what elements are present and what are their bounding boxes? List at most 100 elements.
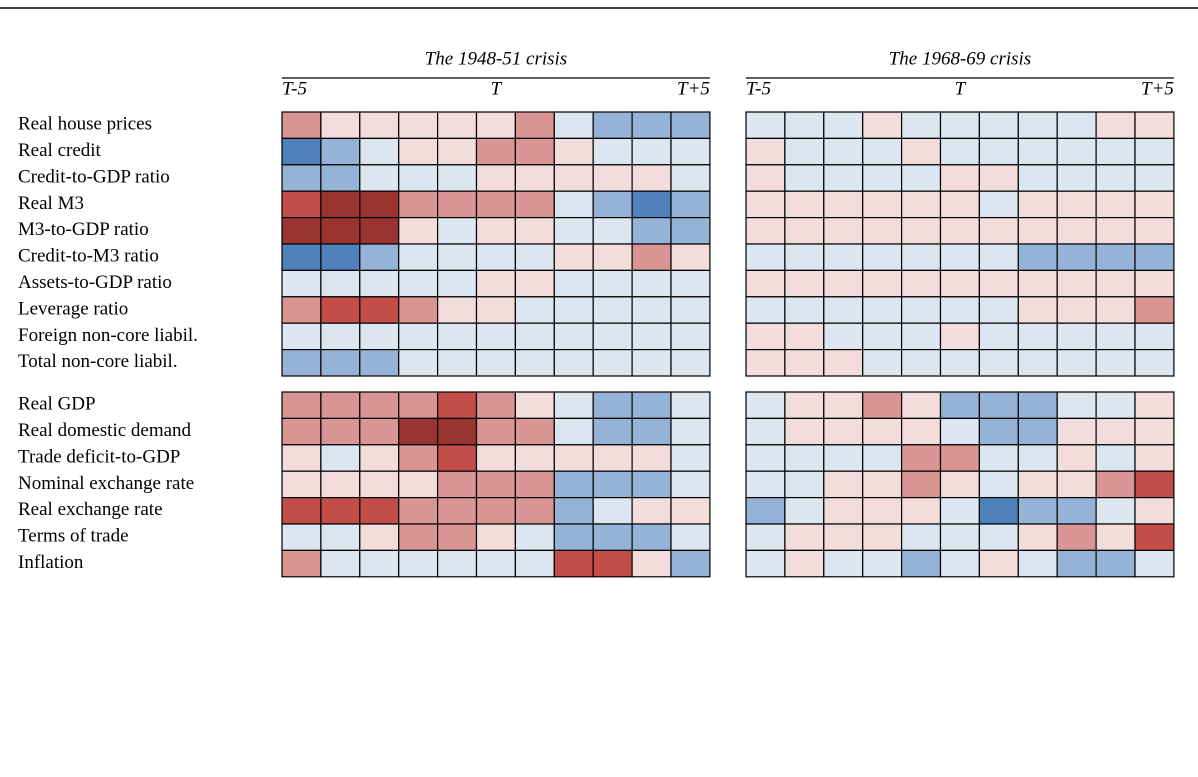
heatmap-cell bbox=[359, 444, 400, 472]
heatmap-cell bbox=[670, 243, 711, 271]
heatmap-cell bbox=[1017, 349, 1058, 377]
heatmap-cell bbox=[823, 391, 864, 419]
heatmap-cell bbox=[398, 190, 439, 219]
heatmap-cell bbox=[359, 417, 400, 446]
heatmap-cell bbox=[631, 243, 672, 271]
heatmap-cell bbox=[784, 164, 825, 192]
heatmap-cell bbox=[823, 322, 864, 351]
heatmap-cell bbox=[862, 349, 903, 377]
heatmap-cell bbox=[745, 391, 786, 419]
heatmap-cell bbox=[1095, 523, 1136, 551]
heatmap-cell bbox=[784, 391, 825, 419]
heatmap-cell bbox=[784, 417, 825, 446]
heatmap-cell bbox=[939, 269, 981, 298]
heatmap-cell bbox=[784, 217, 825, 245]
heatmap-cell bbox=[900, 549, 942, 578]
heatmap-cell bbox=[553, 217, 594, 245]
heatmap-cell bbox=[1095, 111, 1136, 139]
heatmap-cell bbox=[475, 349, 517, 377]
heatmap-cell bbox=[281, 322, 322, 351]
heatmap-cell bbox=[592, 137, 633, 166]
heatmap-cell bbox=[1056, 322, 1097, 351]
heatmap-cell bbox=[281, 444, 322, 472]
heatmap-cell bbox=[631, 349, 672, 377]
heatmap-cell bbox=[281, 470, 322, 499]
heatmap-cell bbox=[1017, 111, 1058, 139]
heatmap-cell bbox=[939, 444, 981, 472]
heatmap-cell bbox=[900, 164, 942, 192]
heatmap-cell bbox=[437, 444, 478, 472]
heatmap-cell bbox=[900, 269, 942, 298]
heatmap-cell bbox=[939, 549, 981, 578]
row-label: Nominal exchange rate bbox=[18, 473, 194, 494]
heatmap-cell bbox=[592, 164, 633, 192]
heatmap-cell bbox=[398, 217, 439, 245]
panel-title: The 1948-51 crisis bbox=[425, 48, 568, 69]
column-label: T+5 bbox=[1141, 78, 1174, 99]
heatmap-cell bbox=[670, 391, 711, 419]
heatmap-cell bbox=[437, 269, 478, 298]
heatmap-cell bbox=[978, 349, 1019, 377]
heatmap-cell bbox=[1134, 470, 1175, 499]
heatmap-cell bbox=[862, 164, 903, 192]
heatmap-cell bbox=[398, 296, 439, 324]
heatmap-cell bbox=[784, 111, 825, 139]
row-label: Real exchange rate bbox=[18, 499, 163, 520]
heatmap-cell bbox=[823, 217, 864, 245]
heatmap-cell bbox=[475, 497, 517, 525]
heatmap-cell bbox=[592, 349, 633, 377]
heatmap-cell bbox=[900, 243, 942, 271]
heatmap-cell bbox=[320, 322, 361, 351]
column-label: T-5 bbox=[746, 78, 771, 99]
heatmap-cell bbox=[1095, 269, 1136, 298]
heatmap-cell bbox=[900, 322, 942, 351]
heatmap-cell bbox=[437, 190, 478, 219]
heatmap-cell bbox=[670, 497, 711, 525]
heatmap-cell bbox=[745, 444, 786, 472]
heatmap-cell bbox=[1056, 243, 1097, 271]
heatmap-cell bbox=[939, 470, 981, 499]
heatmap-cell bbox=[631, 497, 672, 525]
heatmap-cell bbox=[1095, 322, 1136, 351]
heatmap-cell bbox=[978, 269, 1019, 298]
heatmap-cell bbox=[784, 523, 825, 551]
heatmap-cell bbox=[553, 497, 594, 525]
heatmap-cell bbox=[1134, 391, 1175, 419]
heatmap-cell bbox=[553, 190, 594, 219]
heatmap-cell bbox=[475, 391, 517, 419]
heatmap-cell bbox=[1134, 417, 1175, 446]
heatmap-cell bbox=[437, 243, 478, 271]
heatmap-cell bbox=[670, 296, 711, 324]
heatmap-cell bbox=[398, 444, 439, 472]
heatmap-cell bbox=[745, 243, 786, 271]
heatmap-cell bbox=[320, 444, 361, 472]
heatmap-cell bbox=[553, 523, 594, 551]
heatmap-cell bbox=[553, 164, 594, 192]
heatmap-cell bbox=[745, 164, 786, 192]
heatmap-cell bbox=[1017, 444, 1058, 472]
row-label: Leverage ratio bbox=[18, 298, 128, 319]
heatmap-cell bbox=[631, 444, 672, 472]
heatmap-cell bbox=[320, 349, 361, 377]
heatmap-cell bbox=[1017, 322, 1058, 351]
heatmap-cell bbox=[978, 470, 1019, 499]
heatmap-cell bbox=[1095, 417, 1136, 446]
heatmap-cell bbox=[359, 391, 400, 419]
heatmap-cell bbox=[437, 549, 478, 578]
heatmap-cell bbox=[978, 111, 1019, 139]
heatmap-cell bbox=[592, 111, 633, 139]
heatmap-cell bbox=[862, 470, 903, 499]
heatmap-cell bbox=[553, 243, 594, 271]
heatmap-cell bbox=[320, 497, 361, 525]
heatmap-cell bbox=[592, 470, 633, 499]
heatmap-cell bbox=[631, 296, 672, 324]
heatmap-cell bbox=[1017, 470, 1058, 499]
heatmap-cell bbox=[398, 322, 439, 351]
heatmap-cell bbox=[1134, 322, 1175, 351]
heatmap-cell bbox=[437, 164, 478, 192]
heatmap-cell bbox=[1134, 137, 1175, 166]
heatmap-cell bbox=[514, 322, 555, 351]
heatmap-cell bbox=[1017, 549, 1058, 578]
heatmap-cell bbox=[784, 296, 825, 324]
heatmap-cell bbox=[398, 391, 439, 419]
